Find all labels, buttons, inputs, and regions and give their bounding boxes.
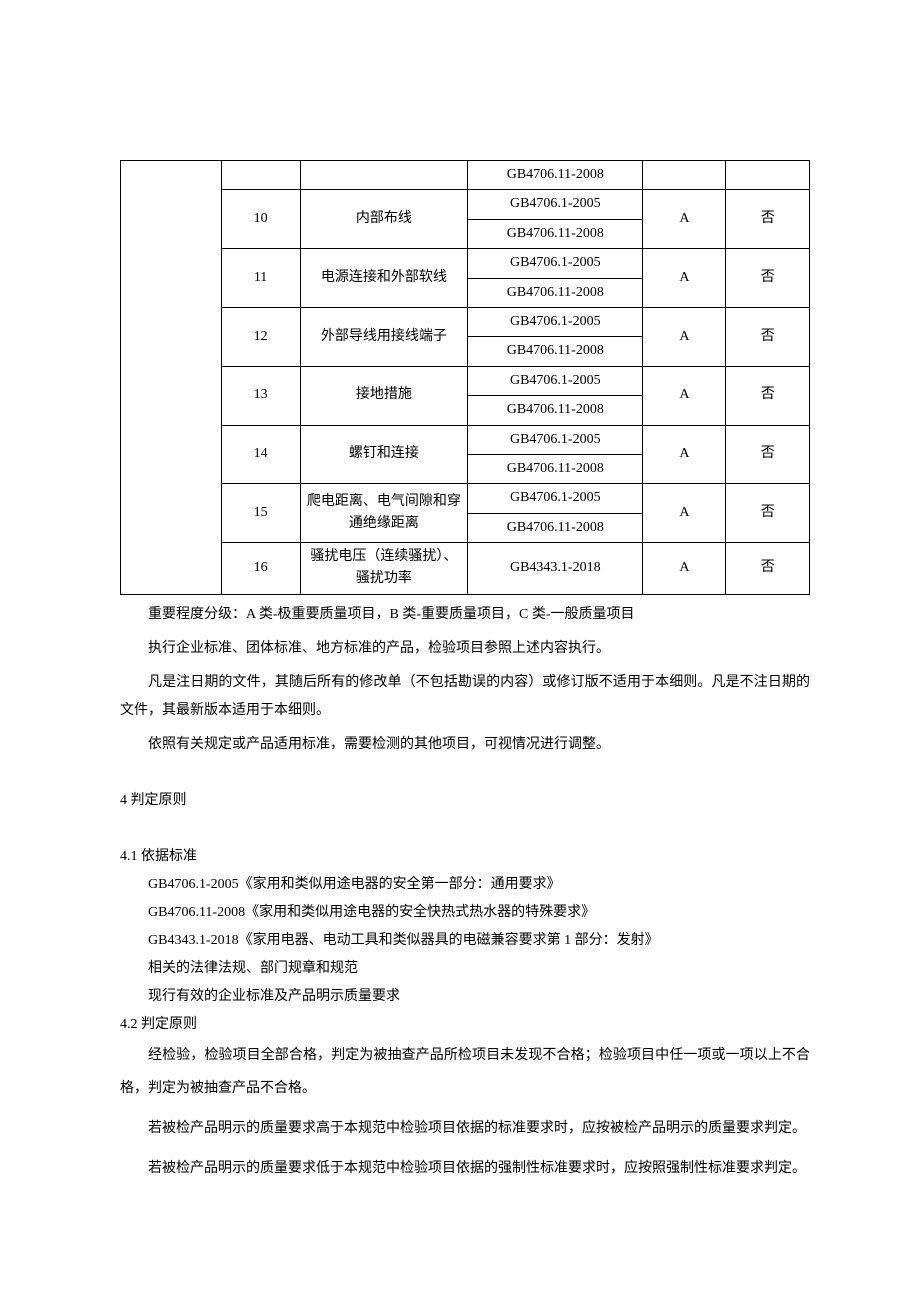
judgement-para-1: 经检验，检验项目全部合格，判定为被抽查产品所检项目未发现不合格；检验项目中任一项… xyxy=(120,1039,810,1106)
standard-code: GB4706.11-2008 xyxy=(468,396,643,425)
row-number: 14 xyxy=(221,425,300,484)
standard-code: GB4706.11-2008 xyxy=(468,454,643,483)
page-content: GB4706.11-200810内部布线GB4706.1-2005A否GB470… xyxy=(0,0,920,1265)
item-name: 内部布线 xyxy=(300,190,468,249)
grade-cell: A xyxy=(643,425,726,484)
table-row: 16骚扰电压（连续骚扰）、骚扰功率GB4343.1-2018A否 xyxy=(121,543,810,595)
category-cell xyxy=(121,161,222,595)
flag-cell: 否 xyxy=(726,307,810,366)
standard-code: GB4706.1-2005 xyxy=(468,190,643,219)
item-name: 骚扰电压（连续骚扰）、骚扰功率 xyxy=(300,543,468,595)
standard-code: GB4706.11-2008 xyxy=(468,513,643,542)
grade-cell: A xyxy=(643,307,726,366)
table-row: 10内部布线GB4706.1-2005A否 xyxy=(121,190,810,219)
item-name xyxy=(300,161,468,190)
row-number: 13 xyxy=(221,366,300,425)
row-number: 11 xyxy=(221,249,300,308)
std-ref-4: 相关的法律法规、部门规章和规范 xyxy=(148,955,810,983)
flag-cell: 否 xyxy=(726,249,810,308)
item-name: 电源连接和外部软线 xyxy=(300,249,468,308)
item-name: 接地措施 xyxy=(300,366,468,425)
section-4-title: 4 判定原则 xyxy=(120,787,810,815)
flag-cell xyxy=(726,161,810,190)
row-number: 15 xyxy=(221,484,300,543)
table-row: GB4706.11-2008 xyxy=(121,161,810,190)
std-ref-2: GB4706.11-2008《家用和类似用途电器的安全快热式热水器的特殊要求》 xyxy=(148,899,810,927)
flag-cell: 否 xyxy=(726,190,810,249)
standard-code: GB4706.11-2008 xyxy=(468,278,643,307)
flag-cell: 否 xyxy=(726,425,810,484)
grade-cell: A xyxy=(643,543,726,595)
item-name: 螺钉和连接 xyxy=(300,425,468,484)
row-number: 10 xyxy=(221,190,300,249)
table-row: 11电源连接和外部软线GB4706.1-2005A否 xyxy=(121,249,810,278)
grade-cell xyxy=(643,161,726,190)
note-enterprise-standard: 执行企业标准、团体标准、地方标准的产品，检验项目参照上述内容执行。 xyxy=(120,635,810,663)
judgement-para-2: 若被检产品明示的质量要求高于本规范中检验项目依据的标准要求时，应按被检产品明示的… xyxy=(120,1112,810,1146)
note-other-items: 依照有关规定或产品适用标准，需要检测的其他项目，可视情况进行调整。 xyxy=(120,731,810,759)
standard-code: GB4706.11-2008 xyxy=(468,337,643,366)
standards-table: GB4706.11-200810内部布线GB4706.1-2005A否GB470… xyxy=(120,160,810,595)
row-number: 12 xyxy=(221,307,300,366)
item-name: 外部导线用接线端子 xyxy=(300,307,468,366)
flag-cell: 否 xyxy=(726,366,810,425)
standard-code: GB4706.1-2005 xyxy=(468,484,643,513)
standard-code: GB4706.1-2005 xyxy=(468,366,643,395)
standard-code: GB4706.1-2005 xyxy=(468,307,643,336)
flag-cell: 否 xyxy=(726,484,810,543)
row-number: 16 xyxy=(221,543,300,595)
table-row: 12外部导线用接线端子GB4706.1-2005A否 xyxy=(121,307,810,336)
note-grade-legend: 重要程度分级：A 类-极重要质量项目，B 类-重要质量项目，C 类-一般质量项目 xyxy=(120,601,810,629)
grade-cell: A xyxy=(643,484,726,543)
table-row: 14螺钉和连接GB4706.1-2005A否 xyxy=(121,425,810,454)
item-name: 爬电距离、电气间隙和穿通绝缘距离 xyxy=(300,484,468,543)
note-dated-docs: 凡是注日期的文件，其随后所有的修改单（不包括勘误的内容）或修订版不适用于本细则。… xyxy=(120,669,810,725)
table-row: 13接地措施GB4706.1-2005A否 xyxy=(121,366,810,395)
section-4-1-title: 4.1 依据标准 xyxy=(120,843,810,871)
standard-code: GB4343.1-2018 xyxy=(468,543,643,595)
grade-cell: A xyxy=(643,366,726,425)
grade-cell: A xyxy=(643,249,726,308)
standard-code: GB4706.1-2005 xyxy=(468,249,643,278)
standard-code: GB4706.11-2008 xyxy=(468,219,643,248)
flag-cell: 否 xyxy=(726,543,810,595)
grade-cell: A xyxy=(643,190,726,249)
std-ref-5: 现行有效的企业标准及产品明示质量要求 xyxy=(148,983,810,1011)
section-4-2-title: 4.2 判定原则 xyxy=(120,1011,810,1039)
table-row: 15爬电距离、电气间隙和穿通绝缘距离GB4706.1-2005A否 xyxy=(121,484,810,513)
std-ref-1: GB4706.1-2005《家用和类似用途电器的安全第一部分：通用要求》 xyxy=(148,871,810,899)
judgement-para-3: 若被检产品明示的质量要求低于本规范中检验项目依据的强制性标准要求时，应按照强制性… xyxy=(120,1152,810,1186)
std-ref-3: GB4343.1-2018《家用电器、电动工具和类似器具的电磁兼容要求第 1 部… xyxy=(148,927,810,955)
standard-code: GB4706.1-2005 xyxy=(468,425,643,454)
standard-code: GB4706.11-2008 xyxy=(468,161,643,190)
row-number xyxy=(221,161,300,190)
